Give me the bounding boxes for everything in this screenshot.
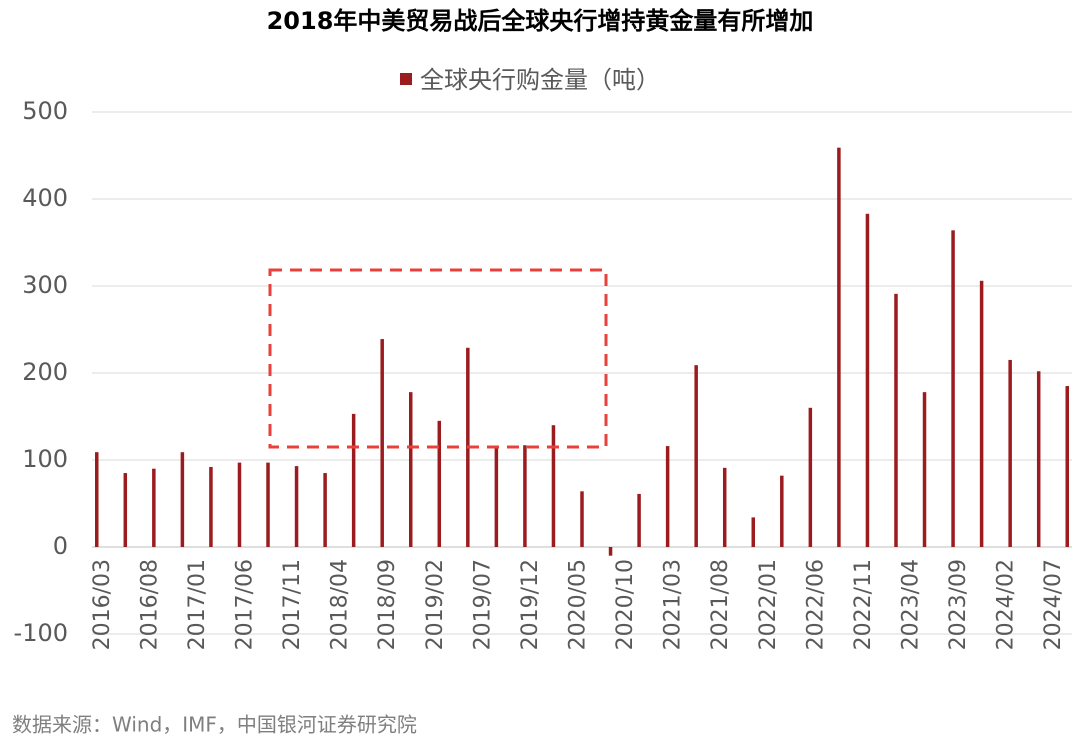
bar xyxy=(979,280,984,547)
bar xyxy=(1036,371,1041,547)
x-tick-label: 2022/01 xyxy=(756,559,781,650)
bar xyxy=(551,425,556,547)
x-tick-label: 2023/04 xyxy=(898,559,923,650)
x-tick-label: 2016/08 xyxy=(137,559,162,650)
y-tick-label: 400 xyxy=(22,184,68,212)
bar xyxy=(1065,386,1069,547)
bar xyxy=(580,491,584,547)
y-tick-label: 200 xyxy=(22,358,68,386)
bar xyxy=(380,339,384,547)
x-tick-label: 2019/02 xyxy=(423,559,448,650)
bar xyxy=(523,445,527,547)
bar xyxy=(780,475,784,547)
bar xyxy=(323,473,327,547)
y-tick-label: -100 xyxy=(14,619,68,647)
x-tick-label: 2018/09 xyxy=(375,559,400,650)
bar xyxy=(123,473,128,547)
x-tick-label: 2017/11 xyxy=(280,559,305,650)
bar xyxy=(722,467,727,547)
x-tick-label: 2021/08 xyxy=(708,559,733,650)
bar xyxy=(266,462,270,547)
highlight-box xyxy=(268,268,608,449)
bar xyxy=(95,452,99,547)
x-tick-label: 2022/11 xyxy=(851,559,876,650)
y-tick-label: 500 xyxy=(22,97,68,125)
bar xyxy=(351,413,356,547)
x-tick-label: 2017/06 xyxy=(232,559,257,650)
legend-label: 全球央行购金量（吨） xyxy=(420,66,660,94)
bar xyxy=(694,365,698,547)
bar xyxy=(837,147,841,548)
bar xyxy=(237,462,242,547)
bar xyxy=(180,452,185,547)
bar xyxy=(637,493,641,547)
chart-title: 2018年中美贸易战后全球央行增持黄金量有所增加 xyxy=(267,7,814,35)
y-tick-label: 0 xyxy=(53,532,68,560)
bar xyxy=(1008,359,1012,547)
source-note: 数据来源：Wind，IMF，中国银河证券研究院 xyxy=(12,713,417,737)
bar xyxy=(494,447,499,547)
bar xyxy=(209,466,213,547)
x-tick-label: 2017/01 xyxy=(185,559,210,650)
bar xyxy=(808,407,813,547)
x-tick-label: 2018/04 xyxy=(328,559,353,650)
bar xyxy=(294,466,299,547)
x-tick-label: 2020/05 xyxy=(565,559,590,650)
bar xyxy=(865,213,870,548)
x-tick-label: 2024/02 xyxy=(994,559,1019,650)
bar xyxy=(152,468,156,547)
bar xyxy=(437,420,442,547)
y-tick-label: 300 xyxy=(22,271,68,299)
bar xyxy=(665,446,670,547)
x-tick-label: 2019/07 xyxy=(470,559,495,650)
y-tick-label: 100 xyxy=(22,445,68,473)
x-tick-label: 2024/07 xyxy=(1041,559,1066,650)
bar xyxy=(408,392,413,547)
x-tick-label: 2021/03 xyxy=(661,559,686,650)
bar xyxy=(951,230,955,547)
bar xyxy=(894,293,898,547)
bar xyxy=(751,517,756,547)
x-tick-label: 2016/03 xyxy=(90,559,115,650)
legend-swatch xyxy=(400,73,412,85)
bar xyxy=(922,392,927,547)
x-tick-label: 2023/09 xyxy=(946,559,971,650)
x-tick-label: 2022/06 xyxy=(803,559,828,650)
bar xyxy=(608,547,613,556)
x-tick-label: 2020/10 xyxy=(613,559,638,650)
x-tick-label: 2019/12 xyxy=(518,559,543,650)
